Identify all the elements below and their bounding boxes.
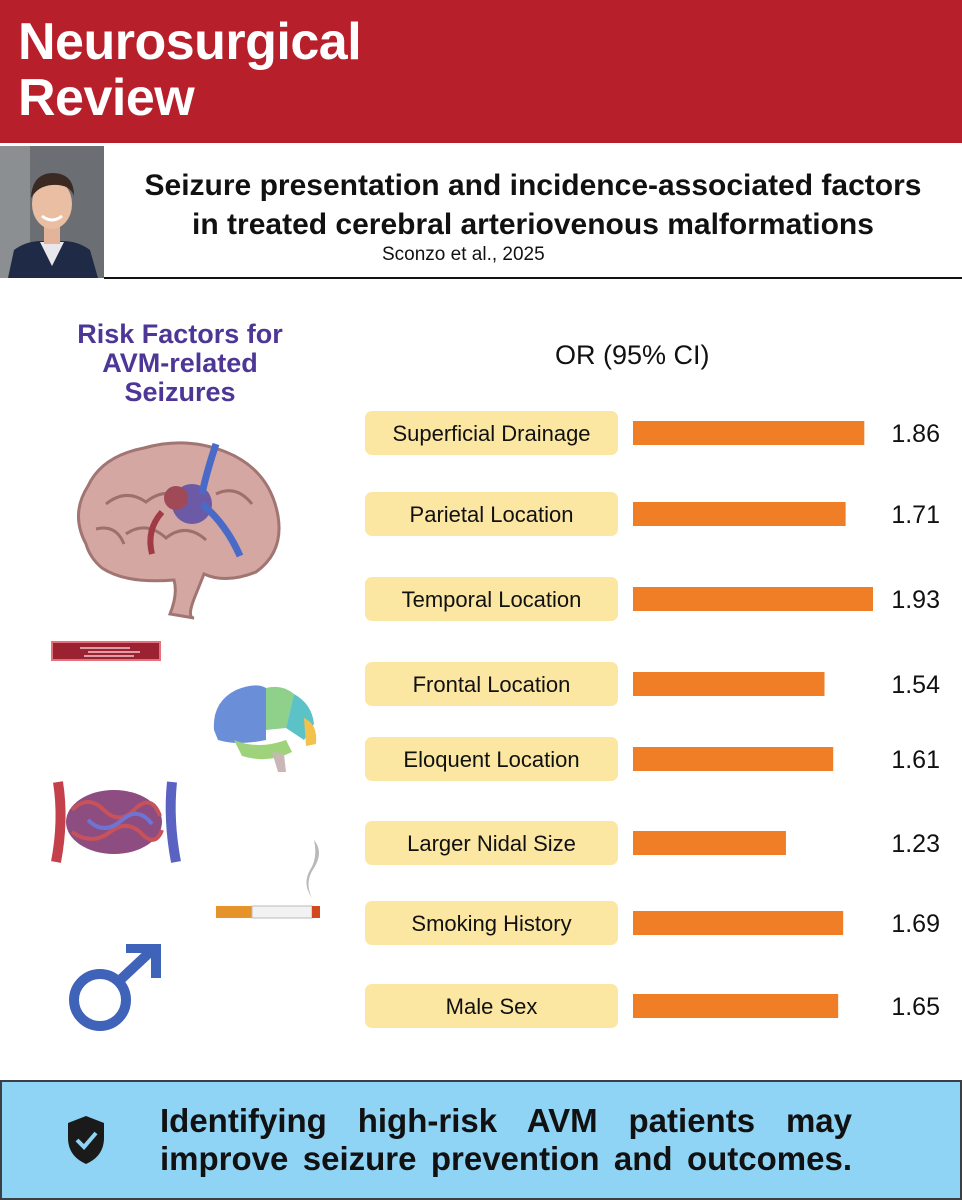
header-divider (104, 277, 962, 279)
or-column-header: OR (95% CI) (555, 340, 710, 370)
conclusion-line2: improve seizure prevention and outcomes. (160, 1140, 852, 1177)
category-label-bg (365, 577, 618, 621)
category-label-bg (365, 411, 618, 455)
vessel-icon (51, 641, 161, 661)
bar (633, 587, 873, 611)
category-label: Smoking History (411, 911, 571, 936)
category-label: Temporal Location (402, 587, 582, 612)
conclusion-text: Identifying high-risk AVM patients may i… (160, 1102, 852, 1178)
category-label: Male Sex (446, 994, 538, 1019)
risk-factors-title: Risk Factors for AVM-related Seizures (54, 320, 306, 407)
nidus-icon (51, 781, 181, 863)
odds-ratio-chart: Superficial Drainage 1.86 Parietal Locatio… (365, 411, 940, 1028)
value-label: 1.23 (891, 830, 940, 858)
category-label-bg (365, 662, 618, 706)
citation: Sconzo et al., 2025 (382, 244, 545, 265)
value-label: 1.86 (891, 420, 940, 448)
journal-name-line2: Review (18, 69, 195, 127)
author-photo (0, 146, 104, 278)
value-label: 1.93 (891, 586, 940, 614)
category-label: Eloquent Location (403, 747, 579, 772)
category-label-bg (365, 901, 618, 945)
category-label: Parietal Location (410, 502, 574, 527)
value-label: 1.61 (891, 746, 940, 774)
category-label: Frontal Location (413, 672, 571, 697)
value-label: 1.69 (891, 910, 940, 938)
article-header: Seizure presentation and incidence-assoc… (104, 146, 962, 278)
conclusion-line1: Identifying high-risk AVM patients may (160, 1102, 852, 1139)
value-label: 1.71 (891, 501, 940, 529)
value-label: 1.54 (891, 671, 940, 699)
bar (633, 747, 834, 771)
cigarette-icon (216, 840, 320, 919)
brain-avm-icon (76, 441, 281, 620)
article-title-line2: in treated cerebral arteriovenous malfor… (192, 208, 874, 241)
journal-name: Neurosurgical Review (18, 13, 362, 127)
category-label: Superficial Drainage (392, 421, 590, 446)
journal-header: Neurosurgical Review (0, 0, 962, 143)
value-label: 1.65 (891, 993, 940, 1021)
bar (633, 911, 844, 935)
shield-check-icon (68, 1116, 104, 1164)
article-title-line1: Seizure presentation and incidence-assoc… (144, 169, 922, 202)
category-label: Larger Nidal Size (407, 831, 576, 856)
category-label-bg (365, 821, 618, 865)
category-label-bg (365, 737, 618, 781)
category-label-bg (365, 492, 618, 536)
bar (633, 502, 846, 526)
risk-title-line2: AVM-related (102, 348, 258, 378)
bar (633, 831, 786, 855)
conclusion-box: Identifying high-risk AVM patients may i… (0, 1080, 962, 1200)
bar (633, 672, 825, 696)
risk-title-line3: Seizures (124, 377, 236, 407)
journal-name-line1: Neurosurgical (18, 13, 362, 71)
category-label-bg (365, 984, 618, 1028)
brain-lobes-icon (213, 685, 317, 772)
article-title: Seizure presentation and incidence-assoc… (104, 166, 962, 244)
bar (633, 421, 865, 445)
bar (633, 994, 839, 1018)
risk-title-line1: Risk Factors for (77, 319, 283, 349)
male-symbol-icon (69, 944, 161, 1031)
